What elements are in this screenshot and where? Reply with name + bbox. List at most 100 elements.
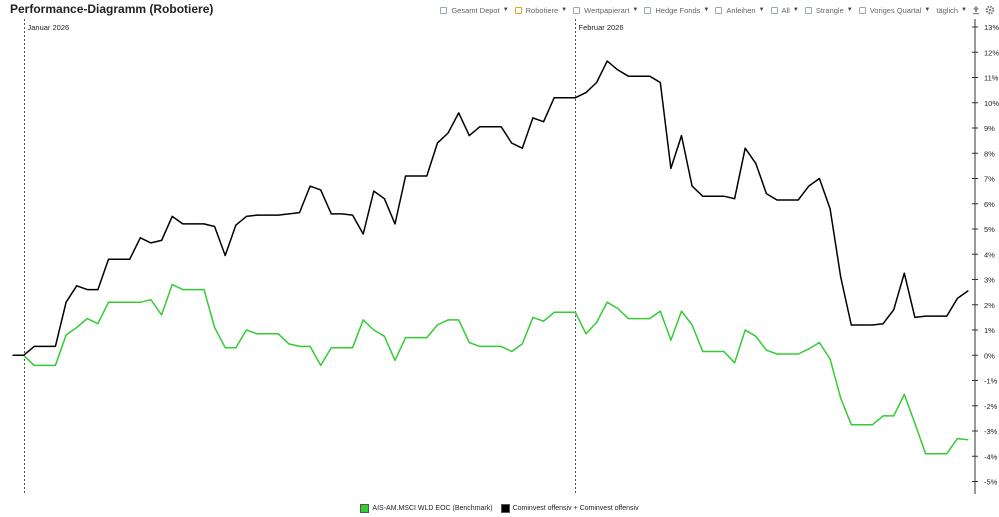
benchmark-point	[702, 350, 704, 353]
legend-item-cominvest[interactable]: Cominvest offensiv + Cominvest offensiv	[500, 503, 639, 513]
cominvest-point	[935, 315, 937, 317]
benchmark-point	[362, 319, 364, 321]
period-label: Voriges Quartal	[869, 5, 922, 15]
y-tick-label: 4%	[984, 250, 995, 259]
cominvest-point	[107, 258, 110, 260]
benchmark-point	[171, 283, 173, 286]
cominvest-point	[405, 175, 407, 177]
cominvest-point	[182, 223, 184, 225]
benchmark-point	[670, 339, 672, 341]
benchmark-point	[479, 345, 481, 347]
cominvest-point	[224, 254, 226, 257]
benchmark-point	[161, 314, 163, 316]
checkbox-icon[interactable]	[573, 6, 581, 14]
cominvest-point	[256, 214, 258, 216]
cominvest-point	[956, 297, 959, 299]
cominvest-point	[500, 126, 502, 128]
benchmark-point	[426, 337, 428, 339]
cominvest-point	[553, 97, 555, 99]
cominvest-point	[139, 237, 141, 239]
filter-all[interactable]: All ▼	[770, 6, 799, 15]
benchmark-point	[914, 422, 916, 424]
period-select[interactable]: Voriges Quartal ▼	[858, 5, 930, 15]
benchmark-point	[468, 342, 470, 344]
benchmark-point	[139, 301, 141, 303]
y-tick-label: 1%	[984, 326, 995, 335]
cominvest-point	[362, 233, 364, 235]
y-tick-label: 3%	[984, 276, 995, 285]
benchmark-point	[893, 415, 895, 417]
filter-label: Wertpapierart	[584, 5, 630, 15]
cominvest-point	[829, 208, 831, 210]
cominvest-point	[320, 189, 322, 191]
y-tick-label: 13%	[984, 23, 999, 32]
cominvest-point	[511, 142, 513, 144]
benchmark-point	[267, 333, 269, 335]
y-tick-label: -3%	[984, 427, 998, 436]
cominvest-point	[564, 97, 566, 99]
filter-anleihen[interactable]: Anleihen ▼	[715, 6, 765, 15]
export-icon[interactable]	[971, 5, 981, 15]
benchmark-point	[627, 318, 630, 320]
checkbox-icon[interactable]	[804, 6, 812, 14]
benchmark-point	[415, 337, 417, 339]
benchmark-point	[543, 320, 545, 322]
checkbox-icon[interactable]	[514, 6, 522, 14]
filter-robotiere[interactable]: Robotiere ▼	[514, 6, 567, 15]
benchmark-point	[405, 337, 407, 339]
checkbox-icon[interactable]	[715, 6, 723, 14]
benchmark-point	[606, 301, 608, 303]
cominvest-point	[341, 213, 343, 215]
benchmark-point	[850, 424, 852, 426]
cominvest-point	[617, 69, 619, 71]
checkbox-icon[interactable]	[770, 6, 778, 14]
cominvest-point	[458, 112, 460, 114]
cominvest-point	[298, 212, 301, 214]
benchmark-point	[44, 364, 46, 366]
benchmark-point	[500, 345, 502, 347]
benchmark-point	[277, 333, 279, 335]
calendar-icon	[858, 6, 866, 14]
benchmark-point	[967, 439, 969, 441]
cominvest-point	[765, 193, 768, 195]
y-tick-label: 0%	[984, 351, 995, 360]
cominvest-point	[893, 309, 895, 311]
gear-icon[interactable]	[985, 5, 995, 15]
filter-strangle[interactable]: Strangle ▼	[804, 6, 853, 15]
benchmark-point	[861, 424, 863, 426]
y-tick-label: 5%	[984, 225, 995, 234]
benchmark-point	[808, 348, 810, 350]
cominvest-point	[65, 301, 67, 303]
cominvest-point	[861, 324, 863, 326]
cominvest-point	[596, 81, 598, 84]
caret-down-icon: ▼	[703, 7, 710, 13]
legend-item-benchmark[interactable]: AIS-AM.MSCI WLD EOC (Benchmark)	[360, 503, 493, 513]
caret-down-icon: ▼	[758, 7, 765, 13]
cominvest-point	[670, 167, 672, 169]
filter-wertpapierart[interactable]: Wertpapierart ▼	[573, 6, 638, 15]
benchmark-point	[829, 358, 831, 360]
benchmark-point	[118, 301, 120, 303]
legend-swatch	[500, 503, 510, 513]
benchmark-point	[564, 311, 566, 313]
benchmark-point	[458, 319, 460, 321]
cominvest-point	[203, 223, 205, 225]
benchmark-point	[532, 316, 534, 318]
benchmark-point	[521, 343, 523, 345]
benchmark-point	[447, 319, 449, 321]
cominvest-point	[277, 214, 279, 216]
benchmark-point	[298, 345, 301, 347]
y-tick-label: -5%	[984, 478, 998, 487]
interval-select[interactable]: täglich ▼	[936, 6, 967, 15]
checkbox-icon[interactable]	[644, 6, 652, 14]
page-title: Performance-Diagramm (Robotiere)	[10, 2, 214, 16]
cominvest-point	[818, 177, 821, 180]
filter-gesamt-depot[interactable]: Gesamt Depot ▼	[440, 6, 509, 15]
checkbox-icon[interactable]	[440, 6, 448, 14]
benchmark-point	[288, 343, 290, 345]
benchmark-point	[617, 307, 619, 310]
cominvest-point	[489, 126, 492, 128]
series-cominvest-line	[13, 60, 969, 357]
filter-hedge-fonds[interactable]: Hedge Fonds ▼	[644, 6, 709, 15]
